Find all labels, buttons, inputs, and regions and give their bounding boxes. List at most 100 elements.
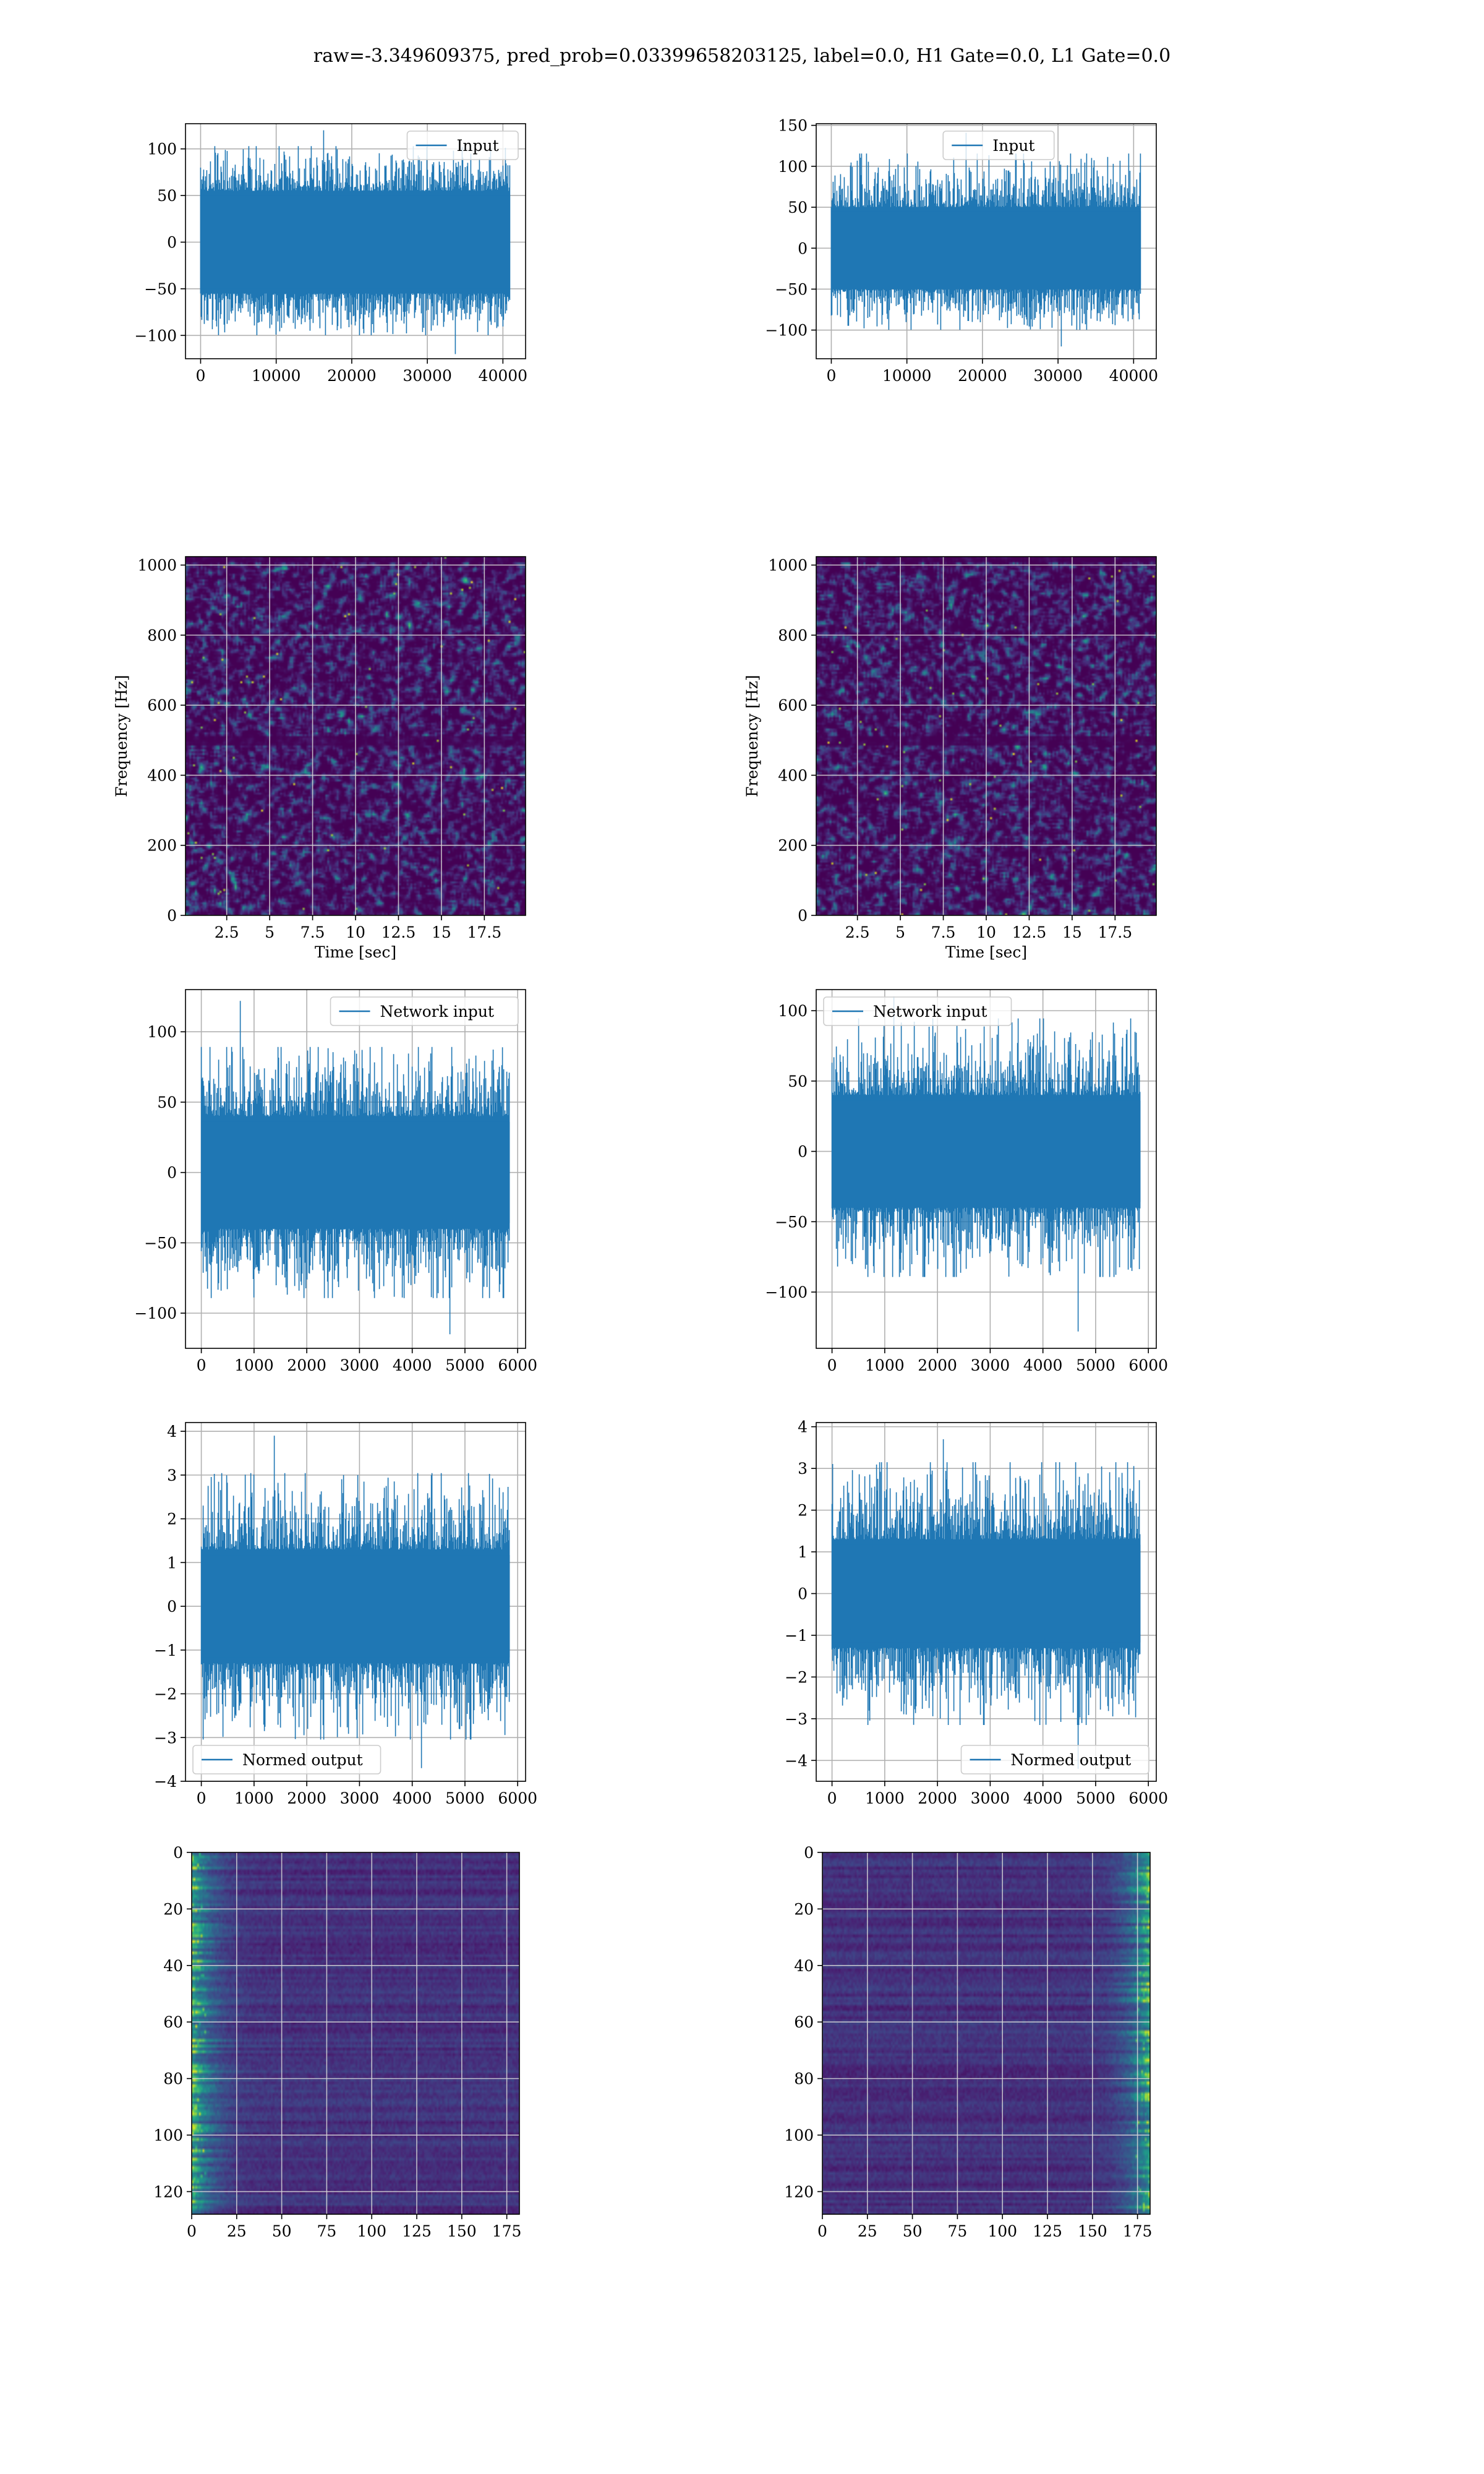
x-tick-label: 6000: [1128, 1356, 1168, 1374]
series-core-band: [201, 1555, 510, 1658]
y-tick-label: 200: [147, 837, 177, 855]
x-tick-label: 5000: [1076, 1356, 1115, 1374]
y-tick-label: −50: [775, 280, 808, 298]
heatmap-image: [822, 1852, 1150, 2214]
legend-box: [330, 996, 519, 1026]
series-core-band: [831, 211, 1141, 285]
y-tick-label: 50: [157, 1094, 177, 1111]
panel-input_l1: 0 10000 20000 30000 40000 −100 −50 0 50 100 150 Inp…: [765, 117, 1158, 385]
x-tick-label: 1000: [865, 1789, 905, 1807]
x-tick-label: 30000: [403, 367, 452, 385]
x-tick-label: 20000: [327, 367, 377, 385]
y-tick-label: 0: [167, 907, 177, 925]
x-tick-label: 2000: [918, 1356, 957, 1374]
y-tick-label: −100: [134, 327, 177, 345]
y-tick-label: −100: [765, 322, 808, 340]
legend-box: [192, 1745, 382, 1774]
y-tick-label: −100: [134, 1304, 177, 1322]
x-tick-label: 75: [948, 2222, 968, 2240]
legend-box: [960, 1745, 1149, 1774]
y-tick-label: 100: [147, 140, 177, 158]
y-tick-label: 60: [163, 2013, 183, 2031]
y-tick-label: 0: [173, 1844, 183, 1862]
y-tick-label: 100: [778, 158, 808, 176]
y-tick-label: −2: [154, 1685, 177, 1703]
panel-fmap_h1: 0 25 50 75 100 125 150 175 0 20 40 60 80 100 120: [153, 1844, 521, 2240]
y-tick-label: 0: [798, 239, 808, 257]
legend-box: [942, 131, 1055, 160]
x-tick-label: 17.5: [1098, 923, 1132, 941]
x-tick-label: 20000: [958, 367, 1007, 385]
x-tick-label: 3000: [340, 1356, 380, 1374]
x-tick-label: 40000: [1109, 367, 1159, 385]
y-tick-label: 40: [794, 1957, 814, 1975]
y-tick-label: 0: [798, 1585, 808, 1603]
x-tick-label: 50: [903, 2222, 923, 2240]
x-tick-label: 2000: [918, 1789, 957, 1807]
x-tick-label: 0: [827, 1789, 837, 1807]
y-tick-label: 80: [794, 2070, 814, 2088]
x-tick-label: 10: [976, 923, 996, 941]
x-tick-label: 3000: [971, 1356, 1010, 1374]
y-tick-label: 0: [167, 1164, 177, 1182]
x-tick-label: 5000: [445, 1789, 485, 1807]
series-core-band: [200, 195, 511, 289]
x-tick-label: 2.5: [845, 923, 870, 941]
y-tick-label: 400: [147, 766, 177, 784]
y-tick-label: −50: [775, 1213, 808, 1231]
x-tick-label: 0: [197, 1789, 207, 1807]
legend-box: [406, 131, 519, 160]
legend: Input: [406, 131, 519, 160]
legend-label: Input: [992, 137, 1034, 155]
panel-norm_h1: 0 1000 2000 3000 4000 5000 6000 −4 −3 −2 −1 0 1 2 3 4 No…: [154, 1422, 537, 1807]
y-tick-label: 120: [153, 2183, 183, 2201]
y-tick-label: −1: [785, 1627, 808, 1645]
x-tick-label: 5: [265, 923, 275, 941]
x-tick-label: 175: [492, 2222, 522, 2240]
y-tick-label: −3: [154, 1729, 177, 1747]
x-tick-label: 1000: [865, 1356, 905, 1374]
y-tick-label: 2: [798, 1502, 808, 1520]
panel-fmap_l1: 0 25 50 75 100 125 150 175 0 20 40 60 80 100 120: [784, 1844, 1152, 2240]
panel-spec_h1: 2.5 5 7.5 10 12.5 15 17.5 0 200 400 600 800 1000 Time…: [113, 556, 526, 961]
legend-box: [823, 996, 1012, 1026]
legend-label: Normed output: [242, 1751, 363, 1769]
axes-frame: [822, 1852, 1151, 2215]
y-tick-label: 1: [798, 1543, 808, 1561]
figure-title: raw=-3.349609375, pred_prob=0.0339965820…: [313, 45, 1171, 67]
x-tick-label: 7.5: [301, 923, 325, 941]
y-tick-label: 120: [784, 2183, 814, 2201]
x-tick-label: 3000: [340, 1789, 380, 1807]
x-tick-label: 75: [317, 2222, 337, 2240]
y-tick-label: 600: [778, 696, 808, 714]
x-tick-label: 30000: [1033, 367, 1083, 385]
y-tick-label: 0: [798, 1143, 808, 1161]
x-tick-label: 6000: [498, 1356, 537, 1374]
legend-label: Network input: [380, 1003, 494, 1021]
y-tick-label: −1: [154, 1641, 177, 1659]
x-tick-label: 7.5: [931, 923, 956, 941]
y-tick-label: 0: [804, 1844, 814, 1862]
y-tick-label: 400: [778, 766, 808, 784]
y-tick-label: 60: [794, 2013, 814, 2031]
x-tick-label: 10: [346, 923, 365, 941]
y-tick-label: 150: [778, 117, 808, 135]
legend: Normed output: [192, 1745, 382, 1774]
y-tick-label: 100: [778, 1002, 808, 1020]
y-tick-label: −4: [785, 1752, 808, 1770]
y-tick-label: −2: [785, 1668, 808, 1686]
x-tick-label: 5000: [445, 1356, 485, 1374]
x-tick-label: 50: [272, 2222, 292, 2240]
y-tick-label: 50: [788, 199, 808, 216]
y-tick-label: 1000: [137, 557, 177, 575]
y-tick-label: 800: [147, 627, 177, 644]
y-tick-label: 800: [778, 627, 808, 644]
legend: Network input: [330, 996, 519, 1026]
y-tick-label: −3: [785, 1710, 808, 1728]
axes-frame: [191, 1852, 520, 2215]
x-tick-label: 5000: [1076, 1789, 1115, 1807]
legend: Input: [942, 131, 1055, 160]
axes-frame: [816, 556, 1157, 916]
x-tick-label: 1000: [234, 1356, 274, 1374]
